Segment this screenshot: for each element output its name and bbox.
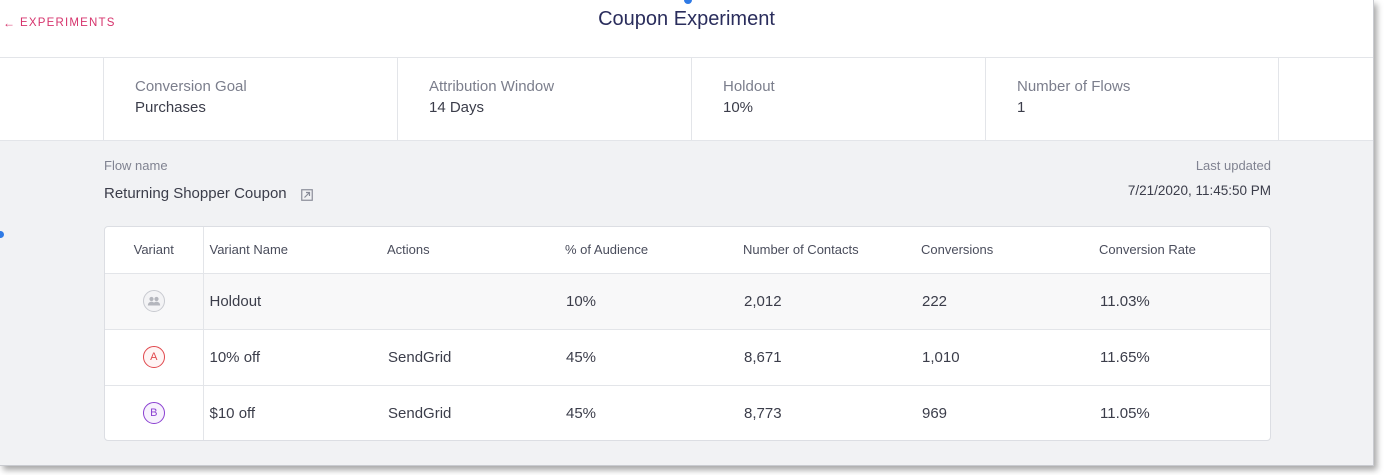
variant-action	[381, 273, 559, 329]
top-bar: ← EXPERIMENTS Coupon Experiment	[0, 0, 1373, 58]
table-row: B $10 off SendGrid 45% 8,773 969 11.05%	[105, 384, 1270, 440]
stat-number-of-flows: Number of Flows 1	[985, 58, 1279, 141]
column-header: Variant	[105, 227, 204, 274]
stat-holdout: Holdout 10%	[691, 58, 985, 141]
variant-contacts: 8,773	[737, 384, 915, 440]
table-header-row: Variant Variant Name Actions % of Audien…	[105, 227, 1270, 274]
variant-name: 10% off	[203, 328, 381, 385]
column-header: Actions	[381, 227, 559, 274]
variant-conversions: 222	[915, 273, 1093, 329]
variant-rate: 11.03%	[1093, 273, 1270, 329]
column-header: Conversions	[915, 227, 1093, 274]
column-header: Variant Name	[203, 227, 381, 274]
column-header: Conversion Rate	[1093, 227, 1270, 274]
flow-name-value: Returning Shopper Coupon	[104, 185, 287, 202]
variants-table: Variant Variant Name Actions % of Audien…	[104, 226, 1271, 441]
last-updated-value: 7/21/2020, 11:45:50 PM	[1127, 183, 1271, 198]
back-link-label: EXPERIMENTS	[20, 17, 116, 29]
variant-badge-b: B	[142, 402, 165, 425]
stat-attribution-window: Attribution Window 14 Days	[397, 58, 691, 141]
table-row: Holdout 10% 2,012 222 11.03%	[105, 273, 1270, 329]
variant-conversions: 969	[915, 384, 1093, 440]
variant-contacts: 2,012	[737, 273, 915, 329]
variant-audience: 45%	[559, 328, 737, 385]
variant-conversions: 1,010	[915, 328, 1093, 385]
stat-value: 14 Days	[429, 99, 485, 116]
indicator-dot	[0, 231, 4, 238]
variant-rate: 11.65%	[1093, 328, 1270, 385]
back-to-experiments-link[interactable]: ← EXPERIMENTS	[3, 16, 116, 30]
stat-label: Number of Flows	[1017, 78, 1131, 95]
variant-cell	[105, 273, 204, 329]
page-title: Coupon Experiment	[598, 8, 775, 30]
stat-value: 10%	[723, 99, 754, 116]
stat-label: Attribution Window	[429, 78, 555, 95]
indicator-dot	[684, 0, 692, 4]
variant-name: Holdout	[203, 273, 381, 329]
people-icon	[142, 290, 165, 312]
variant-rate: 11.05%	[1093, 384, 1270, 440]
variant-contacts: 8,671	[737, 328, 915, 385]
variant-action: SendGrid	[381, 328, 559, 385]
stat-value: 1	[1017, 99, 1026, 116]
variant-badge-a: A	[142, 346, 165, 368]
variant-cell: A	[105, 328, 204, 385]
variant-audience: 45%	[559, 384, 737, 440]
app-window: ← EXPERIMENTS Coupon Experiment Conversi…	[0, 0, 1374, 466]
variant-cell: B	[105, 384, 204, 440]
last-updated-label: Last updated	[1195, 158, 1271, 173]
stat-value: Purchases	[135, 99, 206, 116]
stat-label: Conversion Goal	[135, 78, 247, 95]
back-arrow-icon: ←	[3, 16, 15, 30]
variant-action: SendGrid	[381, 384, 559, 440]
open-external-icon[interactable]	[300, 188, 313, 201]
experiment-summary: Conversion Goal Purchases Attribution Wi…	[0, 58, 1373, 141]
flow-name-label: Flow name	[104, 158, 168, 173]
table-row: A 10% off SendGrid 45% 8,671 1,010 11.65…	[105, 328, 1270, 385]
variant-audience: 10%	[559, 273, 737, 329]
column-header: % of Audience	[559, 227, 737, 274]
stat-label: Holdout	[723, 78, 775, 95]
flow-name: Returning Shopper Coupon	[104, 185, 313, 202]
stat-conversion-goal: Conversion Goal Purchases	[103, 58, 397, 141]
variant-name: $10 off	[203, 384, 381, 440]
column-header: Number of Contacts	[737, 227, 915, 274]
